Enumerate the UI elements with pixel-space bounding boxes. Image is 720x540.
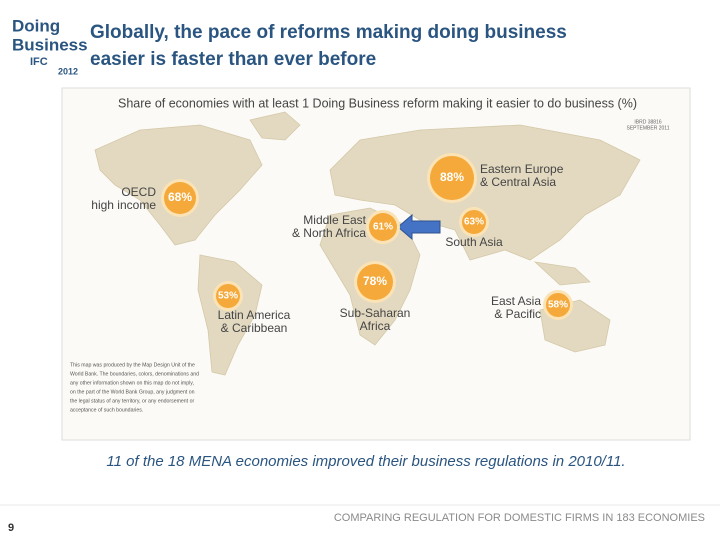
region-share: 68% xyxy=(168,190,192,204)
logo-org: IFC xyxy=(30,56,48,68)
region-bubble xyxy=(164,182,196,214)
region-label: Sub-Saharan xyxy=(340,306,411,320)
page-number: 9 xyxy=(8,522,14,534)
logo-box xyxy=(6,12,82,78)
south-america xyxy=(197,254,263,376)
region-label: OECD xyxy=(121,185,156,199)
region-share: 53% xyxy=(218,291,238,302)
region-share: 61% xyxy=(373,222,393,233)
disclaimer-line: on the part of the World Bank Group, any… xyxy=(70,389,195,395)
disclaimer-line: acceptance of such boundaries. xyxy=(70,407,143,413)
region-label: & Caribbean xyxy=(221,321,288,335)
region-label: & Pacific xyxy=(494,307,541,321)
logo-year: 2012 xyxy=(58,66,78,76)
region-share: 78% xyxy=(363,274,387,288)
highlight-arrow xyxy=(397,213,441,241)
region-bubble xyxy=(462,210,486,234)
logo-text: Business xyxy=(12,35,88,54)
slide-title: Globally, the pace of reforms making doi… xyxy=(90,22,567,43)
region-share: 63% xyxy=(464,217,484,228)
region-share: 88% xyxy=(440,170,464,184)
region-label: South Asia xyxy=(445,235,503,249)
disclaimer-line: World Bank. The boundaries, colors, deno… xyxy=(70,371,199,377)
region-label: Eastern Europe xyxy=(480,162,564,176)
region-bubble xyxy=(546,293,570,317)
region-bubble xyxy=(216,284,240,308)
disclaimer-line: the legal status of any territory, or an… xyxy=(70,398,194,404)
region-label: & Central Asia xyxy=(480,175,556,189)
region-share: 58% xyxy=(548,300,568,311)
region-bubble xyxy=(357,264,393,300)
region-label: high income xyxy=(91,198,156,212)
region-label: Middle East xyxy=(303,213,366,227)
footer: COMPARING REGULATION FOR DOMESTIC FIRMS … xyxy=(334,512,705,524)
logo-text: Doing xyxy=(12,16,60,35)
land xyxy=(94,111,641,376)
region-bubble xyxy=(430,156,474,200)
regions: 88% Eastern Europe& Central Asia 68% OECDhi… xyxy=(91,153,573,335)
greenland xyxy=(249,111,301,141)
indonesia xyxy=(533,261,591,286)
region-label: Latin America xyxy=(218,308,291,322)
map-title: Share of economies with at least 1 Doing… xyxy=(118,96,637,110)
region-bubble xyxy=(369,213,397,241)
disclaimer-line: any other information shown on this map … xyxy=(70,380,194,386)
region-label: Africa xyxy=(360,319,391,333)
map-id: IBRD 38816 xyxy=(634,119,661,125)
region-label: & North Africa xyxy=(292,226,366,240)
map-id: SEPTEMBER 2011 xyxy=(627,125,670,131)
region-label: East Asia xyxy=(491,294,541,308)
disclaimer: This map was produced by the Map Design … xyxy=(70,362,199,413)
slide-title: easier is faster than ever before xyxy=(90,49,376,70)
disclaimer-line: This map was produced by the Map Design … xyxy=(70,362,195,368)
eurasia xyxy=(329,124,641,261)
caption: 11 of the 18 MENA economies improved the… xyxy=(106,453,625,470)
